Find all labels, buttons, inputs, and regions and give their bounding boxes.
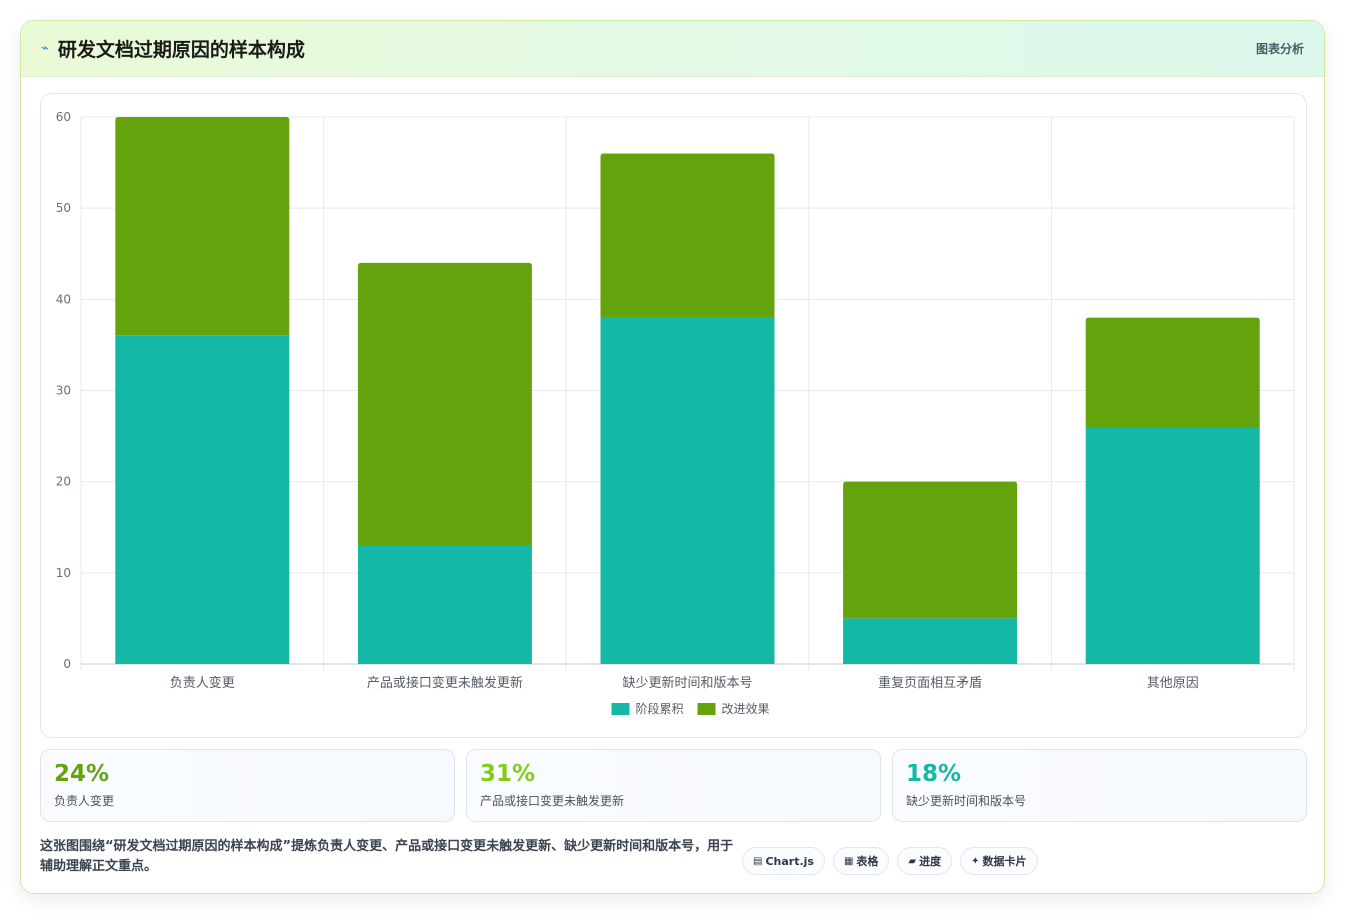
y-tick-label: 60 [56,110,71,124]
y-tick-label: 30 [56,384,71,398]
bar-segment [357,262,532,546]
chip-label: 进度 [919,855,942,868]
x-tick-label: 其他原因 [1147,676,1199,691]
tech-chips: ▤ Chart.js ▦ 表格 ▰ 进度 ✦ 数据卡片 [742,847,1038,875]
legend-label: 改进效果 [722,701,770,716]
stat-value: 18% [906,761,962,787]
chip-chartjs[interactable]: ▤ Chart.js [742,847,825,875]
bar-segment [115,335,290,664]
bar-segment [600,317,775,664]
stat-card: 18% 缺少更新时间和版本号 [892,749,1307,822]
y-tick-label: 0 [63,657,71,671]
chart-card: ⌁ 研发文档过期原因的样本构成 图表分析 0 10 20 30 40 50 60 负责人变更产… [20,20,1325,894]
stat-label: 负责人变更 [54,794,115,808]
stat-value: 31% [480,761,536,787]
x-tick-label: 负责人变更 [170,675,235,691]
progress-icon: ▰ [908,855,917,867]
chart-container: 0 10 20 30 40 50 60 负责人变更 产品或接口变更未触发更新 缺少更新时间和版本号… [40,93,1307,738]
table-icon: ▦ [843,855,854,867]
x-tick-label: 重复页面相互矛盾 [878,675,982,691]
y-tick-label: 10 [56,566,71,580]
header-tag: 图表分析 [1255,42,1304,56]
stat-cards: 24% 负责人变更 31% 产品或接口变更未触发更新 18% 缺少更新时间和版本… [40,749,1307,822]
x-tick-label: 缺少更新时间和版本号 [622,675,752,691]
chip-label: 数据卡片 [982,855,1027,868]
bar-segment [843,481,1018,619]
chip-table[interactable]: ▦ 表格 [832,847,890,875]
bar-segment [843,618,1018,664]
card-icon: ✦ [971,855,980,867]
y-tick-label: 20 [56,475,71,489]
legend-swatch [697,703,716,715]
chart-description: 这张图围绕“研发文档过期原因的样本构成”提炼负责人变更、产品或接口变更未触发更新… [40,839,734,874]
x-tick-label: 产品或接口变更未触发更新 [367,675,523,691]
bar-segment [115,117,290,336]
legend-swatch [611,703,630,715]
y-tick-label: 50 [56,201,71,215]
chart-icon: ▤ [753,855,763,867]
legend-label: 阶段累积 [636,701,684,716]
chip-label: 表格 [856,855,879,868]
stat-value: 24% [54,761,110,787]
stat-card: 31% 产品或接口变更未触发更新 [466,749,881,822]
stat-label: 产品或接口变更未触发更新 [480,794,625,808]
page-title: 研发文档过期原因的样本构成 [57,39,305,61]
title-wrap: ⌁ 研发文档过期原因的样本构成 [41,35,305,62]
stacked-bar-chart: 0 10 20 30 40 50 60 负责人变更 产品或接口变更未触发更新 缺少更新时间和版本号… [56,110,1295,716]
y-tick-label: 40 [56,292,71,306]
trend-line-icon: ⌁ [41,41,49,56]
chip-progress[interactable]: ▰ 进度 [897,847,953,875]
bar-segment [1085,426,1260,664]
stat-label: 缺少更新时间和版本号 [906,794,1027,808]
stat-card: 24% 负责人变更 [40,749,455,822]
card-header: ⌁ 研发文档过期原因的样本构成 图表分析 [21,21,1324,77]
bar-segment [600,153,775,318]
card-footer: 这张图围绕“研发文档过期原因的样本构成”提炼负责人变更、产品或接口变更未触发更新… [40,835,1307,879]
bar-segment [1085,317,1260,427]
chip-label: Chart.js [765,854,814,868]
bar-segment [357,545,532,664]
chip-data-card[interactable]: ✦ 数据卡片 [960,847,1038,875]
